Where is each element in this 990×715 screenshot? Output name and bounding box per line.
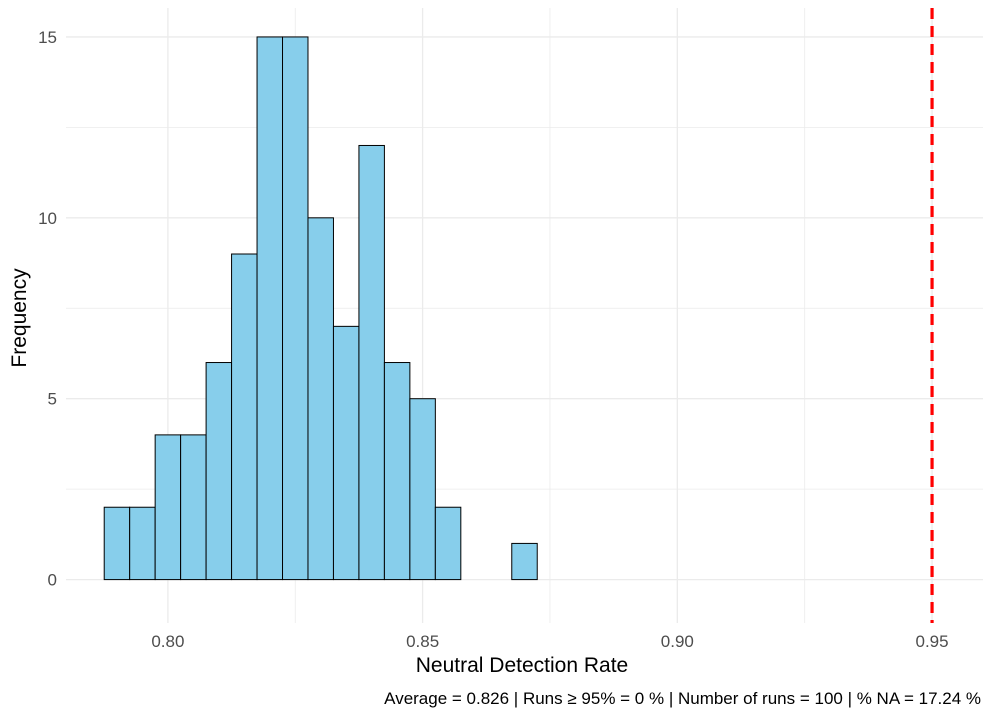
histogram-bar [231, 253, 258, 581]
x-tick-label: 0.85 [406, 632, 439, 651]
x-tick-label: 0.90 [661, 632, 694, 651]
histogram-bar [511, 542, 538, 581]
histogram-bar [282, 36, 309, 581]
histogram-bar [103, 506, 131, 581]
y-tick-label: 5 [48, 390, 57, 409]
x-tick-label: 0.95 [916, 632, 949, 651]
y-tick-labels: 0 5 10 15 [38, 28, 57, 590]
histogram-bar [409, 398, 436, 581]
y-tick-label: 15 [38, 28, 57, 47]
x-tick-labels: 0.80 0.85 0.90 0.95 [151, 632, 948, 651]
y-tick-label: 10 [38, 209, 57, 228]
histogram-bar [154, 434, 182, 581]
histogram-bar [358, 144, 385, 581]
histogram-bar [383, 362, 411, 581]
y-axis-title: Frequency [8, 268, 31, 368]
histogram-bars [103, 36, 538, 581]
x-axis-title: Neutral Detection Rate [416, 654, 628, 677]
histogram-bar [129, 506, 156, 581]
x-tick-label: 0.80 [151, 632, 184, 651]
histogram-bar [180, 434, 207, 581]
histogram-bar [434, 506, 462, 581]
chart-caption: Average = 0.826 | Runs ≥ 95% = 0 % | Num… [384, 689, 981, 708]
y-tick-label: 0 [48, 571, 57, 590]
histogram-bar [256, 36, 284, 581]
histogram-bar [205, 362, 233, 581]
histogram-bar [332, 325, 360, 581]
histogram-bar [307, 217, 334, 581]
